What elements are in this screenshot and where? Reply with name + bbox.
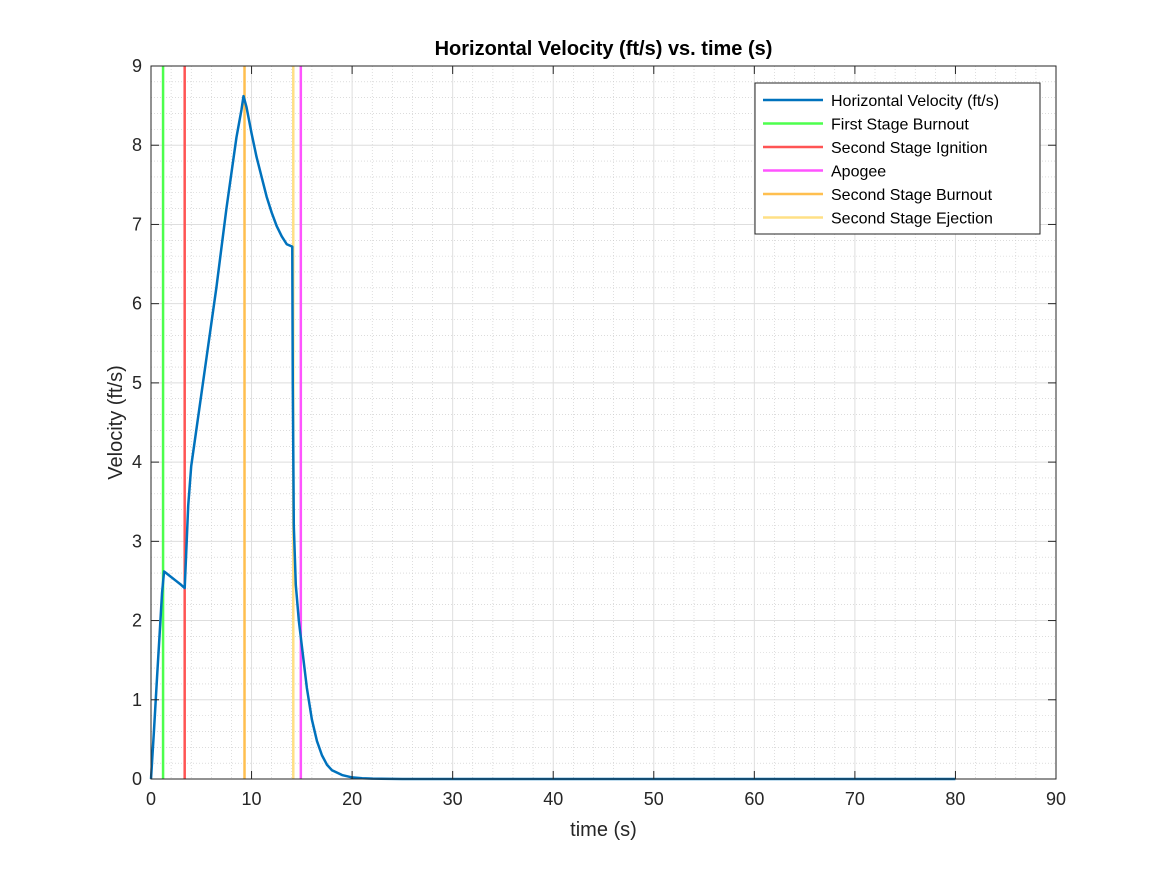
y-tick-labels: 0 1 2 3 4 5 6 7 8 9 [132,56,142,789]
legend-label: First Stage Burnout [831,117,969,134]
x-tick-label: 90 [1046,789,1066,809]
legend-label: Horizontal Velocity (ft/s) [831,93,999,110]
legend-label: Second Stage Ignition [831,140,988,157]
y-tick-label: 9 [132,56,142,76]
y-tick-label: 2 [132,611,142,631]
y-tick-label: 5 [132,373,142,393]
axes-box [150,65,1057,780]
series-line-horizontal-velocity-ft-s [149,94,956,781]
chart-title: Horizontal Velocity (ft/s) vs. time (s) [435,38,773,60]
x-tick-label: 20 [342,789,362,809]
legend: Horizontal Velocity (ft/s) First Stage Bu… [754,82,1041,235]
axis-ticks [150,65,1057,780]
x-tick-label: 0 [146,789,156,809]
x-tick-label: 70 [845,789,865,809]
series-lines [149,94,956,781]
x-tick-label: 60 [744,789,764,809]
x-tick-label: 30 [443,789,463,809]
y-tick-label: 3 [132,531,142,551]
y-tick-label: 1 [132,690,142,710]
x-axis-label: time (s) [570,819,637,841]
x-tick-label: 50 [644,789,664,809]
y-tick-label: 7 [132,214,142,234]
x-tick-labels: 0 10 20 30 40 50 60 70 80 90 [146,789,1066,809]
legend-label: Second Stage Burnout [831,187,993,204]
x-tick-label: 80 [945,789,965,809]
y-tick-label: 0 [132,769,142,789]
y-tick-label: 8 [132,135,142,155]
y-axis-label: Velocity (ft/s) [105,365,127,479]
legend-box [754,82,1041,235]
y-tick-label: 4 [132,452,142,472]
legend-label: Second Stage Ejection [831,211,993,228]
x-tick-label: 10 [242,789,262,809]
legend-label: Apogee [831,164,886,181]
y-tick-label: 6 [132,294,142,314]
x-tick-label: 40 [543,789,563,809]
